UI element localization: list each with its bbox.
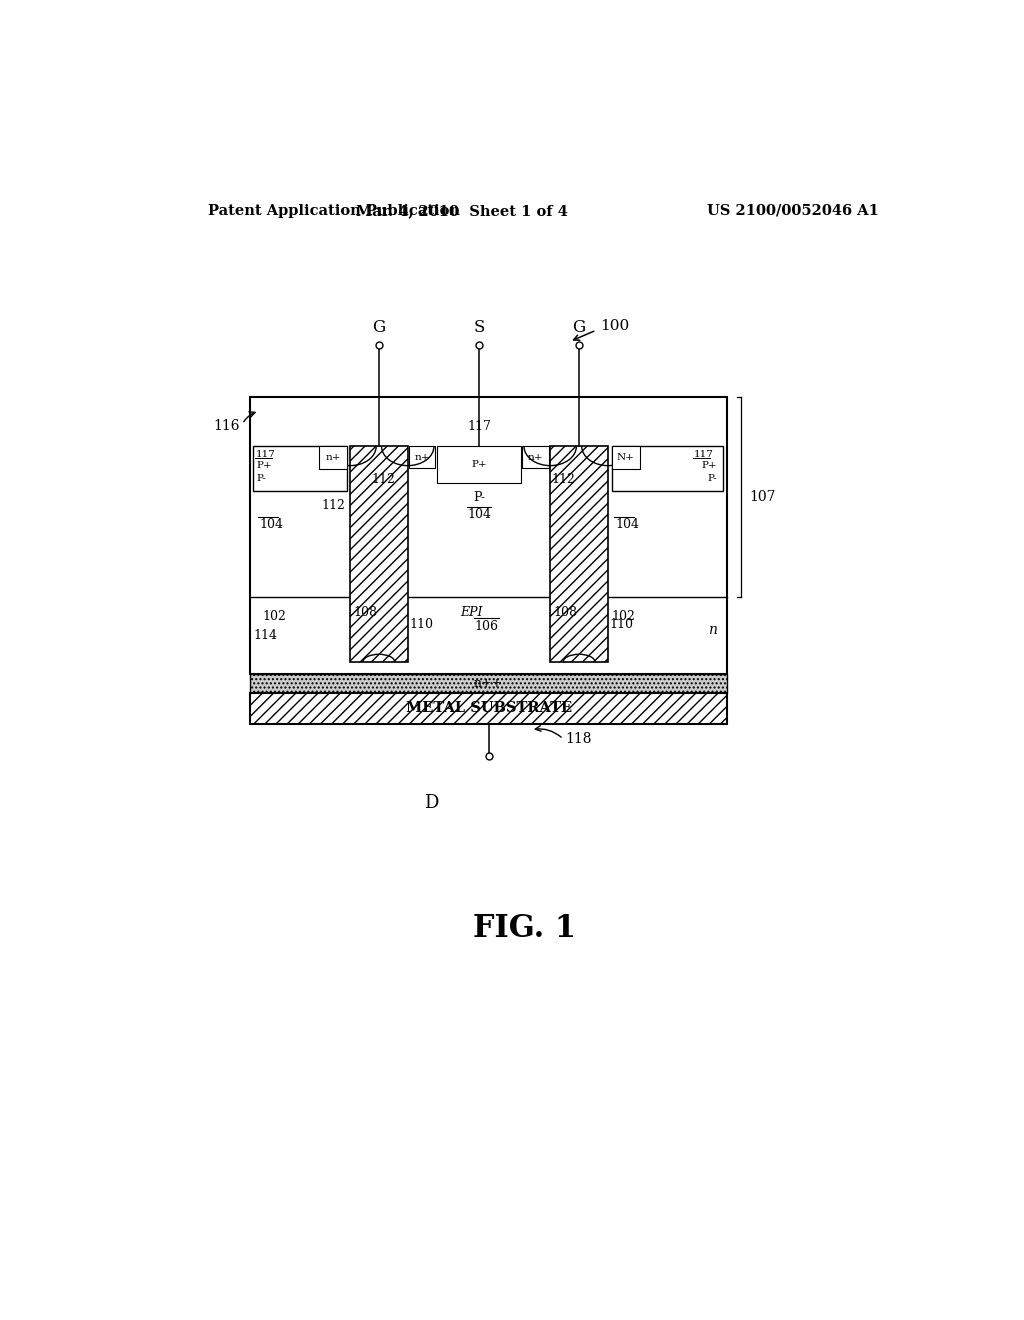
Text: P-: P- [256,474,266,483]
Text: 108: 108 [553,606,578,619]
Text: D: D [424,793,438,812]
Text: Patent Application Publication: Patent Application Publication [208,203,460,218]
Text: n++: n++ [474,677,503,690]
Text: G: G [373,318,385,335]
Text: S: S [473,318,484,335]
Bar [350,446,408,663]
Bar [253,446,347,491]
Text: 112: 112 [322,499,345,512]
Text: 117: 117 [694,450,714,459]
Text: 106: 106 [475,619,499,632]
Text: 102: 102 [262,610,286,623]
Bar [437,446,521,483]
Text: 114: 114 [254,628,278,642]
Text: 102: 102 [611,610,636,623]
Text: 112: 112 [551,474,574,486]
Text: 117: 117 [467,420,490,433]
Text: 104: 104 [615,517,640,531]
Text: P+: P+ [701,461,717,470]
Bar [250,397,727,675]
Text: METAL SUBSTRATE: METAL SUBSTRATE [406,701,571,715]
Text: P-: P- [473,491,485,504]
Text: 108: 108 [353,606,377,619]
Text: 104: 104 [467,508,490,521]
Text: 100: 100 [600,319,630,333]
Text: n+: n+ [527,453,544,462]
Text: 110: 110 [609,618,634,631]
Text: 104: 104 [259,517,284,531]
Text: P+: P+ [471,461,486,470]
Text: FIG. 1: FIG. 1 [473,913,577,944]
Bar [522,446,549,469]
Text: n+: n+ [415,453,430,462]
Bar [611,446,640,469]
Text: 107: 107 [749,490,775,504]
Text: Mar. 4, 2010  Sheet 1 of 4: Mar. 4, 2010 Sheet 1 of 4 [355,203,567,218]
Text: 116: 116 [213,420,240,433]
Bar [319,446,347,469]
Text: US 2100/0052046 A1: US 2100/0052046 A1 [707,203,879,218]
Text: N+: N+ [616,453,635,462]
Bar [250,693,727,723]
Bar [410,446,435,469]
Text: 117: 117 [256,450,275,459]
Text: P-: P- [708,474,717,483]
Text: EPI: EPI [460,606,482,619]
Text: 110: 110 [410,618,433,631]
Text: 112: 112 [372,474,395,486]
Text: n: n [708,623,717,638]
Text: n+: n+ [326,453,341,462]
Bar [250,675,727,693]
Text: 118: 118 [565,733,592,746]
Bar [611,446,724,491]
Text: P+: P+ [256,461,271,470]
Text: G: G [572,318,586,335]
Bar [550,446,608,663]
